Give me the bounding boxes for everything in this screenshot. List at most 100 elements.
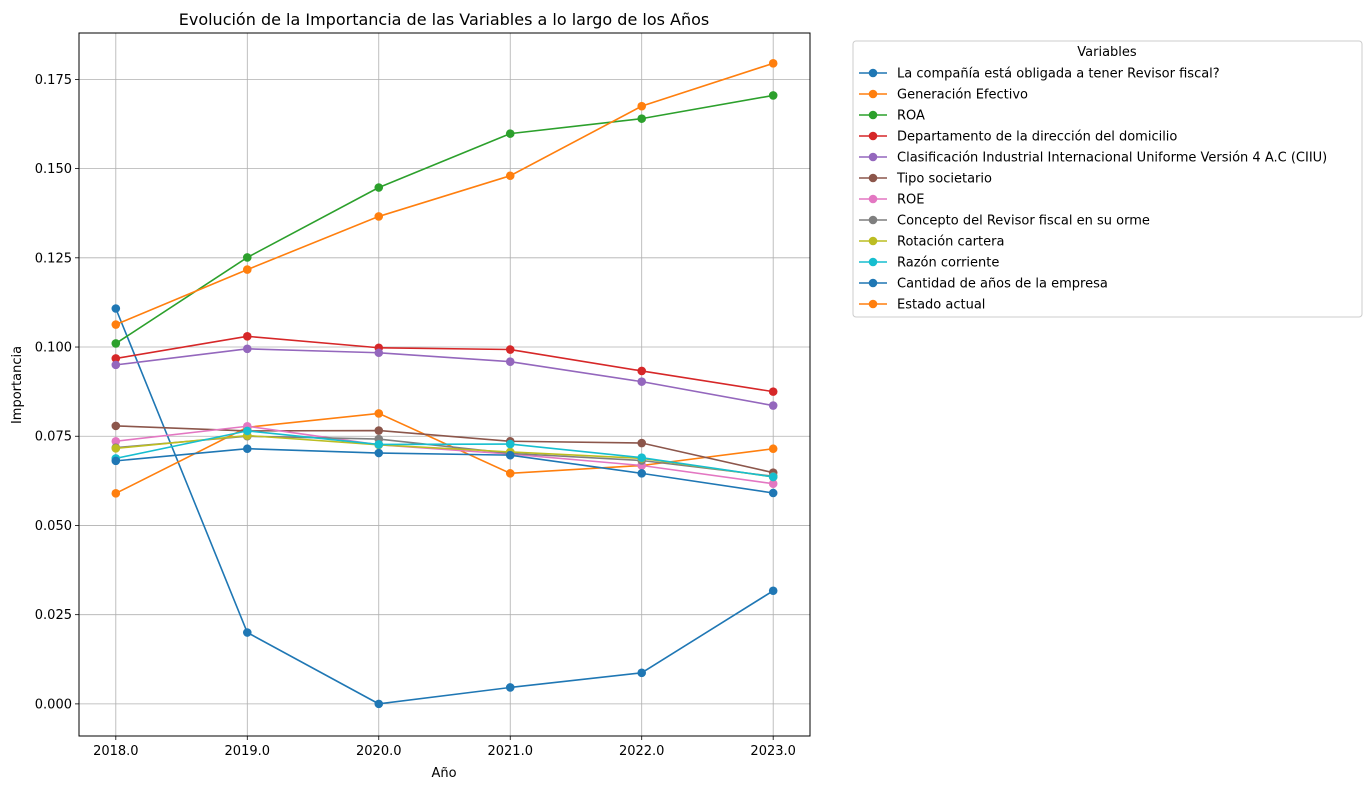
x-tick-label: 2020.0 — [356, 744, 402, 759]
x-tick-label: 2023.0 — [750, 744, 796, 759]
data-point — [505, 171, 515, 181]
data-point — [374, 440, 384, 449]
data-point — [111, 456, 121, 466]
data-point — [768, 586, 778, 596]
data-point — [374, 348, 384, 358]
data-point — [111, 320, 121, 329]
legend-item: La compañía está obligada a tener Reviso… — [859, 67, 1220, 82]
legend: Variables La compañía está obligada a te… — [852, 40, 1363, 318]
legend-swatch-marker — [868, 257, 878, 267]
y-tick-label: 0.000 — [35, 697, 72, 712]
legend-item: Clasificación Industrial Internacional U… — [859, 151, 1327, 166]
y-tick-label: 0.025 — [35, 608, 72, 623]
legend-item: ROE — [859, 193, 924, 208]
series-line — [115, 348, 774, 407]
legend-label: ROA — [897, 109, 925, 124]
legend-item: ROA — [859, 109, 925, 124]
legend-swatch-marker — [868, 278, 878, 288]
data-point — [637, 453, 647, 462]
legend-label: Cantidad de años de la empresa — [897, 277, 1108, 292]
data-point — [768, 444, 778, 454]
legend-label: Departamento de la dirección del domicil… — [897, 130, 1177, 145]
data-point — [242, 628, 252, 637]
legend-item: Generación Efectivo — [859, 88, 1028, 103]
legend-item: Departamento de la dirección del domicil… — [859, 130, 1177, 145]
data-point — [111, 489, 121, 498]
data-point — [505, 345, 515, 354]
series-0 — [111, 304, 778, 709]
legend-box — [852, 40, 1363, 318]
data-point — [768, 91, 778, 100]
data-point — [505, 129, 515, 138]
grid-lines — [79, 33, 810, 736]
data-point — [768, 387, 778, 396]
data-point — [242, 265, 252, 274]
series-line — [115, 425, 774, 474]
data-point — [768, 472, 778, 482]
data-point — [111, 444, 121, 453]
data-point — [505, 439, 515, 449]
legend-label: Concepto del Revisor fiscal en su orme — [897, 214, 1150, 229]
x-tick-label: 2021.0 — [487, 744, 533, 759]
legend-swatch-marker — [868, 152, 878, 162]
legend-item: Tipo societario — [859, 172, 992, 187]
legend-label: Generación Efectivo — [897, 88, 1028, 103]
data-point — [637, 469, 647, 478]
data-point — [374, 183, 384, 192]
data-point — [111, 436, 121, 446]
data-point — [242, 344, 252, 354]
data-point — [374, 699, 384, 709]
data-point — [505, 469, 515, 478]
data-point — [111, 354, 121, 363]
series-line — [115, 62, 774, 326]
x-axis-label: Año — [431, 766, 456, 781]
x-tick-label: 2018.0 — [93, 744, 139, 759]
legend-swatch-marker — [868, 110, 878, 120]
data-point — [111, 304, 121, 313]
y-tick-label: 0.125 — [35, 251, 72, 266]
series-line — [115, 447, 774, 494]
legend-label: La compañía está obligada a tener Reviso… — [897, 67, 1220, 82]
data-point — [505, 357, 515, 366]
series-line — [115, 308, 774, 705]
data-point — [637, 438, 647, 448]
series-2 — [111, 91, 778, 348]
legend-swatch-marker — [868, 215, 878, 225]
data-point — [374, 426, 384, 435]
legend-swatch-marker — [868, 173, 878, 183]
data-point — [637, 101, 647, 111]
legend-item: Concepto del Revisor fiscal en su orme — [859, 214, 1150, 229]
legend-swatch-marker — [868, 131, 878, 141]
legend-items: La compañía está obligada a tener Reviso… — [859, 67, 1327, 313]
y-tick-label: 0.175 — [35, 73, 72, 88]
legend-swatch-marker — [868, 68, 878, 78]
series-line — [115, 94, 774, 345]
data-point — [242, 332, 252, 341]
data-point — [242, 253, 252, 262]
data-point — [111, 339, 121, 348]
data-point — [637, 114, 647, 123]
x-tick-label: 2019.0 — [225, 744, 271, 759]
series-4 — [111, 344, 778, 410]
data-point — [111, 421, 121, 431]
y-tick-label: 0.050 — [35, 519, 72, 534]
data-point — [768, 488, 778, 498]
data-point — [242, 444, 252, 454]
legend-item: Estado actual — [859, 298, 985, 313]
legend-item: Rotación cartera — [859, 235, 1004, 250]
series-layer — [111, 59, 778, 709]
legend-swatch-marker — [868, 236, 878, 246]
legend-swatch-marker — [868, 89, 878, 99]
data-point — [111, 360, 121, 370]
series-line — [115, 335, 774, 393]
legend-title: Variables — [1077, 45, 1137, 60]
data-point — [374, 409, 384, 418]
legend-label: Razón corriente — [897, 256, 999, 271]
data-point — [505, 683, 515, 692]
series-3 — [111, 332, 778, 396]
legend-swatch-marker — [868, 299, 878, 309]
legend-label: Tipo societario — [896, 172, 992, 187]
legend-label: Rotación cartera — [897, 235, 1004, 250]
legend-label: Clasificación Industrial Internacional U… — [897, 151, 1327, 166]
